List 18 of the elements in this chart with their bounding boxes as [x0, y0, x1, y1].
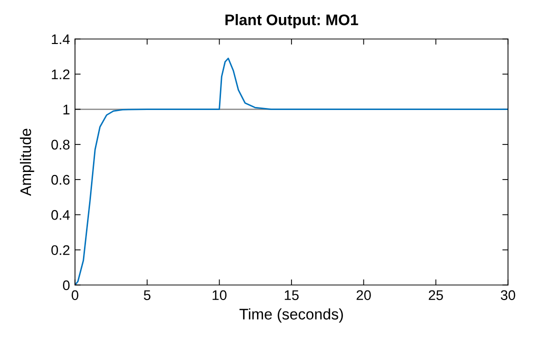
y-axis-title: Amplitude: [20, 128, 34, 196]
y-tick-label: 0.2: [51, 245, 70, 256]
x-tick-label: 5: [144, 290, 150, 300]
x-tick-label: 30: [500, 290, 516, 300]
y-tick-label: 0.4: [51, 210, 70, 220]
x-axis-title: Time (seconds): [239, 308, 343, 323]
y-tick-label: 1.4: [52, 34, 70, 44]
y-tick-label: 0.8: [51, 140, 70, 150]
y-tick-label: 1.2: [52, 69, 70, 80]
y-tick-label: 0: [62, 280, 70, 290]
x-tick-label: 15: [284, 290, 299, 300]
y-tick-label: 1: [63, 104, 70, 114]
x-tick-label: 10: [212, 290, 227, 300]
x-tick-label: 25: [428, 290, 443, 300]
chart-title: Plant Output: MO1: [225, 14, 358, 28]
x-tick-label: 0: [72, 290, 78, 300]
x-tick-label: 20: [356, 290, 371, 300]
y-tick-label: 0.6: [51, 174, 70, 185]
